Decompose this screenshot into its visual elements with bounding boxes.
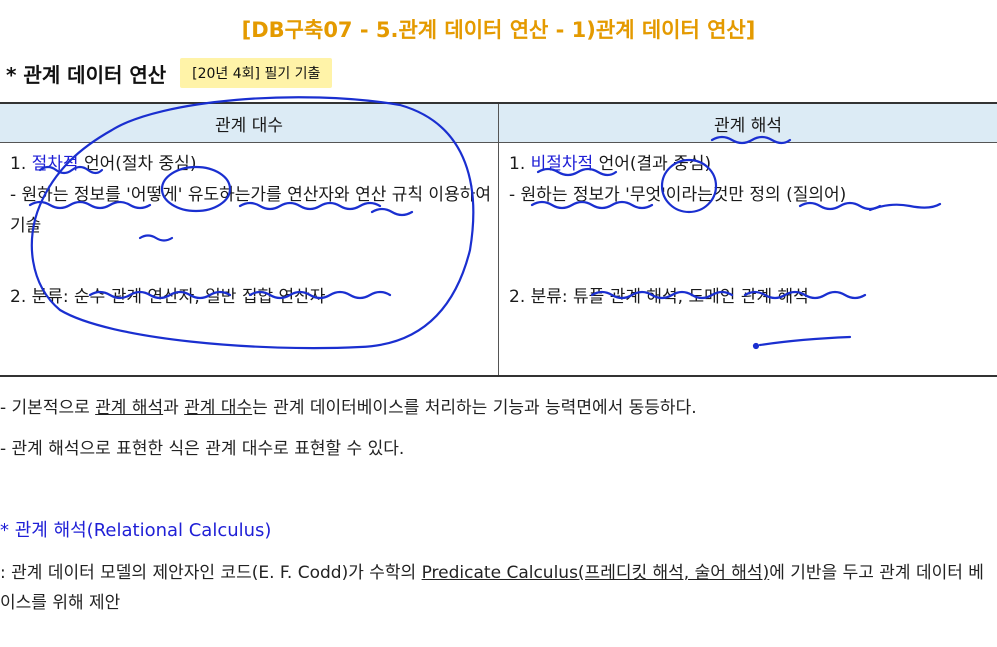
exam-badge: [20년 4회] 필기 기출 bbox=[180, 58, 333, 88]
page-title: [DB구축07 - 5.관계 데이터 연산 - 1)관계 데이터 연산] bbox=[241, 18, 756, 42]
calculus-line-1: 1. 비절차적 언어(결과 중심) bbox=[509, 154, 712, 174]
calculus-line-2: - 원하는 정보가 '무엇'이라는것만 정의 (질의어) bbox=[509, 185, 847, 205]
note-expressibility: - 관계 해석으로 표현한 식은 관계 대수로 표현할 수 있다. bbox=[0, 439, 405, 459]
calculus-heading: * 관계 해석(Relational Calculus) bbox=[0, 520, 272, 541]
header-relational-algebra: 관계 대수 bbox=[0, 103, 499, 143]
algebra-line-1: 1. 절차적 언어(절차 중심) bbox=[10, 154, 197, 174]
note-equivalence: - 기본적으로 관계 해석과 관계 대수는 관계 데이터베이스를 처리하는 기능… bbox=[0, 398, 697, 418]
section-heading: * 관계 데이터 연산 bbox=[6, 62, 167, 87]
header-relational-calculus: 관계 해석 bbox=[498, 103, 997, 143]
calculus-line-3: 2. 분류: 튜플 관계 해석, 도메인 관계 해석 bbox=[509, 287, 809, 307]
non-procedural-term: 비절차적 bbox=[530, 154, 594, 174]
algebra-line-2: - 원하는 정보를 '어떻게' 유도하는가를 연산자와 연산 규칙 이용하여 기… bbox=[10, 185, 491, 236]
algebra-line-3: 2. 분류: 순수 관계 연산자, 일반 집합 연산자 bbox=[10, 287, 326, 307]
procedural-term: 절차적 bbox=[31, 154, 79, 174]
calculus-definition: : 관계 데이터 모델의 제안자인 코드(E. F. Codd)가 수학의 Pr… bbox=[0, 563, 984, 613]
algebra-cell: 1. 절차적 언어(절차 중심) - 원하는 정보를 '어떻게' 유도하는가를 … bbox=[0, 143, 499, 377]
calculus-cell: 1. 비절차적 언어(결과 중심) - 원하는 정보가 '무엇'이라는것만 정의… bbox=[498, 142, 997, 376]
section-header: * 관계 데이터 연산 [20년 4회] 필기 기출 bbox=[6, 58, 333, 88]
table-header-row: 관계 대수 관계 해석 bbox=[0, 103, 997, 143]
comparison-table: 관계 대수 관계 해석 1. 절차적 언어(절차 중심) - 원하는 정보를 '… bbox=[0, 102, 997, 377]
table-row: 1. 절차적 언어(절차 중심) - 원하는 정보를 '어떻게' 유도하는가를 … bbox=[0, 142, 997, 377]
